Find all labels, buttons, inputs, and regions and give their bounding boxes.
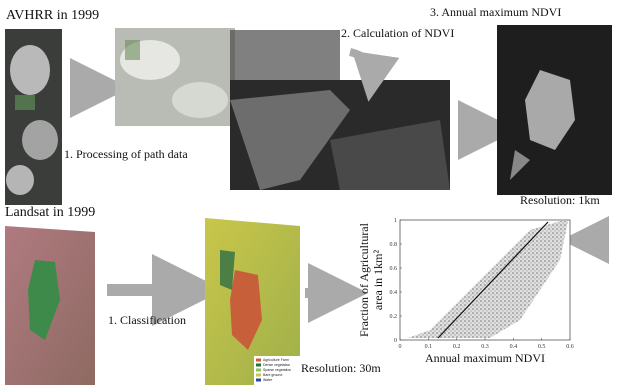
x-tick-label: 0.2 [453,344,461,350]
y-tick-label: 0.4 [390,290,398,296]
arrow [350,52,372,78]
x-tick-label: 0.1 [425,344,433,350]
annual-ndvi-image [497,25,612,195]
y-tick-label: 0.6 [390,266,398,272]
y-axis-label: area in 1km² [371,249,385,310]
scatter-plot: 0 0.1 0.2 0.3 0.4 0.5 0.6 0 0.2 0.4 0.6 0.8 1 Annual … [357,218,574,365]
legend-label: Agriculture Farm [263,358,289,362]
x-axis-label: Annual maximum NDVI [425,351,545,365]
legend-swatch [256,359,261,362]
path-image [115,28,235,126]
figure: AVHRR in 1999 1. Processing of path data… [0,0,618,389]
ndvi-image [230,30,450,190]
step-label: 1. Processing of path data [64,147,188,161]
legend-label: Bare ground [263,373,282,377]
x-tick-label: 0.5 [538,344,546,350]
avhrr-title: AVHRR in 1999 [6,8,99,23]
landsat-image [5,226,95,385]
resolution-label: Resolution: 30m [301,361,381,375]
legend-label: Sparse vegetation [263,368,291,372]
step-label: 3. Annual maximum NDVI [430,5,561,19]
x-tick-label: 0 [399,344,402,350]
step-label: 2. Calculation of NDVI [341,26,454,40]
legend-swatch [256,369,261,372]
landsat-title: Landsat in 1999 [5,205,95,220]
y-tick-label: 0 [394,338,397,344]
avhrr-image [5,29,62,205]
arrow [585,222,605,240]
legend-label: Dense vegetation [263,363,290,367]
y-axis-label: Fraction of Agricultural [357,222,371,337]
legend-swatch [256,364,261,367]
step-label: 1. Classification [108,313,186,327]
y-tick-label: 1 [394,218,397,224]
x-tick-label: 0.6 [566,344,574,350]
resolution-label: Resolution: 1km [520,193,600,207]
x-tick-label: 0.4 [510,344,518,350]
legend-swatch [256,379,261,382]
x-tick-label: 0.3 [481,344,489,350]
y-tick-label: 0.8 [390,242,398,248]
legend-swatch [256,374,261,377]
legend-label: Water [263,378,273,382]
y-tick-label: 0.2 [390,314,398,320]
